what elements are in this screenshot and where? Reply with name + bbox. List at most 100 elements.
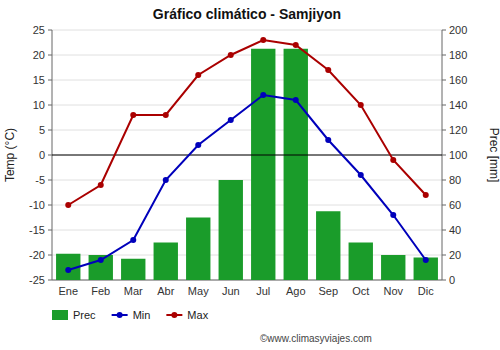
y-tick-label: -25 xyxy=(29,274,45,286)
y-tick-label: 15 xyxy=(33,74,45,86)
legend-label: Max xyxy=(187,309,208,321)
bar xyxy=(121,259,145,280)
bar xyxy=(284,49,308,280)
y-tick-label: -10 xyxy=(29,199,45,211)
bar xyxy=(154,243,178,281)
point xyxy=(260,37,266,43)
y-tick xyxy=(48,180,52,181)
y-tick xyxy=(48,230,52,231)
point xyxy=(163,112,169,118)
y2-tick-label: 180 xyxy=(449,49,467,61)
y-tick xyxy=(48,80,52,81)
y-axis-label: Temp (°C) xyxy=(3,128,17,182)
legend-marker xyxy=(171,312,177,318)
grid-line xyxy=(52,55,442,56)
y-tick-label: -5 xyxy=(35,174,45,186)
grid-line xyxy=(52,180,442,181)
legend-swatch xyxy=(52,310,68,320)
y-tick-label: 5 xyxy=(39,124,45,136)
y2-tick xyxy=(442,105,446,106)
grid-line xyxy=(52,105,442,106)
point xyxy=(130,112,136,118)
x-tick-label: Jun xyxy=(222,285,240,297)
x-tick-label: Ago xyxy=(286,285,306,297)
y2-tick xyxy=(442,205,446,206)
y2-tick xyxy=(442,180,446,181)
bar xyxy=(89,255,113,280)
bar xyxy=(186,218,210,281)
y2-tick xyxy=(442,255,446,256)
grid xyxy=(52,30,442,280)
point xyxy=(98,182,104,188)
y-tick xyxy=(48,280,52,281)
point xyxy=(358,102,364,108)
x-tick-label: Jul xyxy=(256,285,270,297)
x-tick-label: Ene xyxy=(58,285,78,297)
point xyxy=(358,172,364,178)
legend-marker xyxy=(117,312,123,318)
y2-tick xyxy=(442,230,446,231)
y2-tick xyxy=(442,80,446,81)
bar xyxy=(251,49,275,280)
point xyxy=(260,92,266,98)
point xyxy=(390,212,396,218)
x-tick-label: Feb xyxy=(91,285,110,297)
y2-tick-label: 100 xyxy=(449,149,467,161)
zero-line xyxy=(52,154,442,155)
point xyxy=(195,72,201,78)
y-tick-label: -20 xyxy=(29,249,45,261)
y2-tick-label: 40 xyxy=(449,224,461,236)
bar xyxy=(349,243,373,281)
y-tick-label: -15 xyxy=(29,224,45,236)
point xyxy=(228,52,234,58)
bar xyxy=(219,180,243,280)
x-tick-label: Sep xyxy=(318,285,338,297)
point xyxy=(423,192,429,198)
plot-area xyxy=(52,37,442,280)
point xyxy=(98,257,104,263)
grid-line xyxy=(52,155,442,156)
line xyxy=(68,95,426,270)
point xyxy=(195,142,201,148)
y-tick-label: 0 xyxy=(39,149,45,161)
title: Gráfico climático - Samjiyon xyxy=(153,6,341,22)
y2-tick-label: 0 xyxy=(449,274,455,286)
y-tick xyxy=(48,55,52,56)
point xyxy=(325,67,331,73)
x-tick-label: Nov xyxy=(383,285,403,297)
point xyxy=(325,137,331,143)
axes: -25-20-15-10-505101520250204060801001201… xyxy=(3,24,500,298)
y-tick xyxy=(48,255,52,256)
point xyxy=(423,257,429,263)
grid-line xyxy=(52,130,442,131)
point xyxy=(293,97,299,103)
y-tick-label: 20 xyxy=(33,49,45,61)
y2-tick xyxy=(442,280,446,281)
x-tick-label: Abr xyxy=(157,285,174,297)
y2-tick-label: 60 xyxy=(449,199,461,211)
bar xyxy=(316,211,340,280)
x-tick-label: Oct xyxy=(352,285,369,297)
point xyxy=(130,237,136,243)
y-tick xyxy=(48,155,52,156)
y2-tick xyxy=(442,30,446,31)
y2-tick-label: 160 xyxy=(449,74,467,86)
y-tick xyxy=(48,30,52,31)
bar xyxy=(381,255,405,280)
y2-axis-label: Prec [mm] xyxy=(487,128,500,183)
legend: PrecMinMax xyxy=(52,309,209,321)
y-tick-label: 25 xyxy=(33,24,45,36)
y2-tick-label: 20 xyxy=(449,249,461,261)
y-tick xyxy=(48,205,52,206)
y2-tick xyxy=(442,155,446,156)
grid-line xyxy=(52,230,442,231)
x-tick-label: Mar xyxy=(124,285,143,297)
bar xyxy=(414,258,438,281)
x-tick-label: May xyxy=(188,285,209,297)
y-tick xyxy=(48,105,52,106)
y2-tick-label: 200 xyxy=(449,24,467,36)
x-tick-label: Dic xyxy=(418,285,434,297)
y2-tick-label: 140 xyxy=(449,99,467,111)
point xyxy=(390,157,396,163)
y-tick-label: 10 xyxy=(33,99,45,111)
